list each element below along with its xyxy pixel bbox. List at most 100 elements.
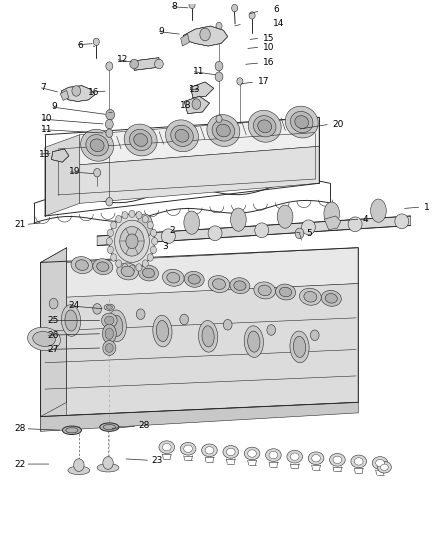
Text: 16: 16 [88,88,100,97]
Ellipse shape [75,260,88,270]
Text: 12: 12 [117,55,128,64]
Polygon shape [61,86,95,101]
Circle shape [189,1,195,9]
Ellipse shape [155,59,163,69]
Ellipse shape [102,313,117,328]
Text: 28: 28 [14,424,26,433]
Circle shape [249,12,255,19]
Text: 3: 3 [162,242,168,251]
Ellipse shape [161,229,175,244]
Circle shape [106,62,113,70]
Ellipse shape [122,264,128,271]
Ellipse shape [150,246,156,254]
Ellipse shape [62,426,81,434]
Ellipse shape [202,326,214,347]
Ellipse shape [279,287,292,297]
Ellipse shape [351,455,367,468]
Ellipse shape [290,111,313,133]
Circle shape [215,61,223,71]
Ellipse shape [129,130,152,151]
Ellipse shape [223,446,239,458]
Ellipse shape [321,290,341,306]
Ellipse shape [152,238,158,245]
Ellipse shape [348,217,362,232]
Circle shape [115,220,149,262]
Circle shape [93,304,102,314]
Polygon shape [80,147,319,203]
Text: 2: 2 [169,227,175,235]
Polygon shape [191,82,214,98]
Ellipse shape [293,336,306,358]
Text: 27: 27 [47,345,58,354]
Text: 9: 9 [158,27,164,36]
Circle shape [216,115,222,123]
Text: 14: 14 [273,19,285,28]
Ellipse shape [121,266,134,277]
Text: 10: 10 [41,115,52,124]
Ellipse shape [354,458,363,465]
Circle shape [180,314,188,325]
Ellipse shape [333,456,342,464]
Circle shape [106,109,115,120]
Circle shape [267,325,276,335]
Ellipse shape [153,315,172,347]
Polygon shape [184,26,228,46]
Circle shape [106,119,113,129]
Ellipse shape [295,116,309,128]
Circle shape [74,459,84,472]
Ellipse shape [97,464,119,472]
Ellipse shape [324,202,339,225]
Ellipse shape [248,450,256,457]
Ellipse shape [300,288,321,305]
Ellipse shape [371,199,386,222]
Ellipse shape [376,459,385,467]
Ellipse shape [106,343,113,352]
Polygon shape [41,284,358,417]
Polygon shape [134,58,159,70]
Ellipse shape [290,453,299,461]
Ellipse shape [90,139,104,152]
Ellipse shape [103,341,116,356]
Ellipse shape [301,220,315,235]
Circle shape [94,168,101,177]
Ellipse shape [175,130,189,142]
Ellipse shape [198,320,218,352]
Text: 22: 22 [14,459,26,469]
Ellipse shape [180,442,196,455]
Ellipse shape [312,455,321,462]
Text: 25: 25 [47,316,58,325]
Ellipse shape [167,272,180,283]
Ellipse shape [248,110,281,142]
Ellipse shape [136,264,142,271]
Text: 9: 9 [51,102,57,111]
Ellipse shape [129,265,135,272]
Polygon shape [45,135,80,216]
Ellipse shape [122,212,128,219]
Text: 18: 18 [180,101,191,110]
Ellipse shape [216,124,230,137]
Polygon shape [60,91,69,100]
Ellipse shape [107,246,113,254]
Text: 6: 6 [78,41,83,50]
Ellipse shape [234,281,246,290]
Text: 28: 28 [138,421,150,430]
Ellipse shape [147,222,153,229]
Ellipse shape [33,332,55,346]
Ellipse shape [104,304,115,311]
Text: 19: 19 [69,167,80,176]
Ellipse shape [142,215,148,223]
Ellipse shape [102,324,116,343]
Text: 17: 17 [258,77,270,86]
Ellipse shape [28,327,60,351]
Text: 8: 8 [171,2,177,11]
Ellipse shape [244,447,260,460]
Text: 20: 20 [332,120,343,128]
Ellipse shape [68,466,90,474]
Ellipse shape [258,120,272,133]
Ellipse shape [308,452,324,465]
Text: 13: 13 [188,85,200,94]
Polygon shape [51,149,69,162]
Ellipse shape [137,214,153,237]
Ellipse shape [372,457,388,470]
Ellipse shape [230,278,250,294]
